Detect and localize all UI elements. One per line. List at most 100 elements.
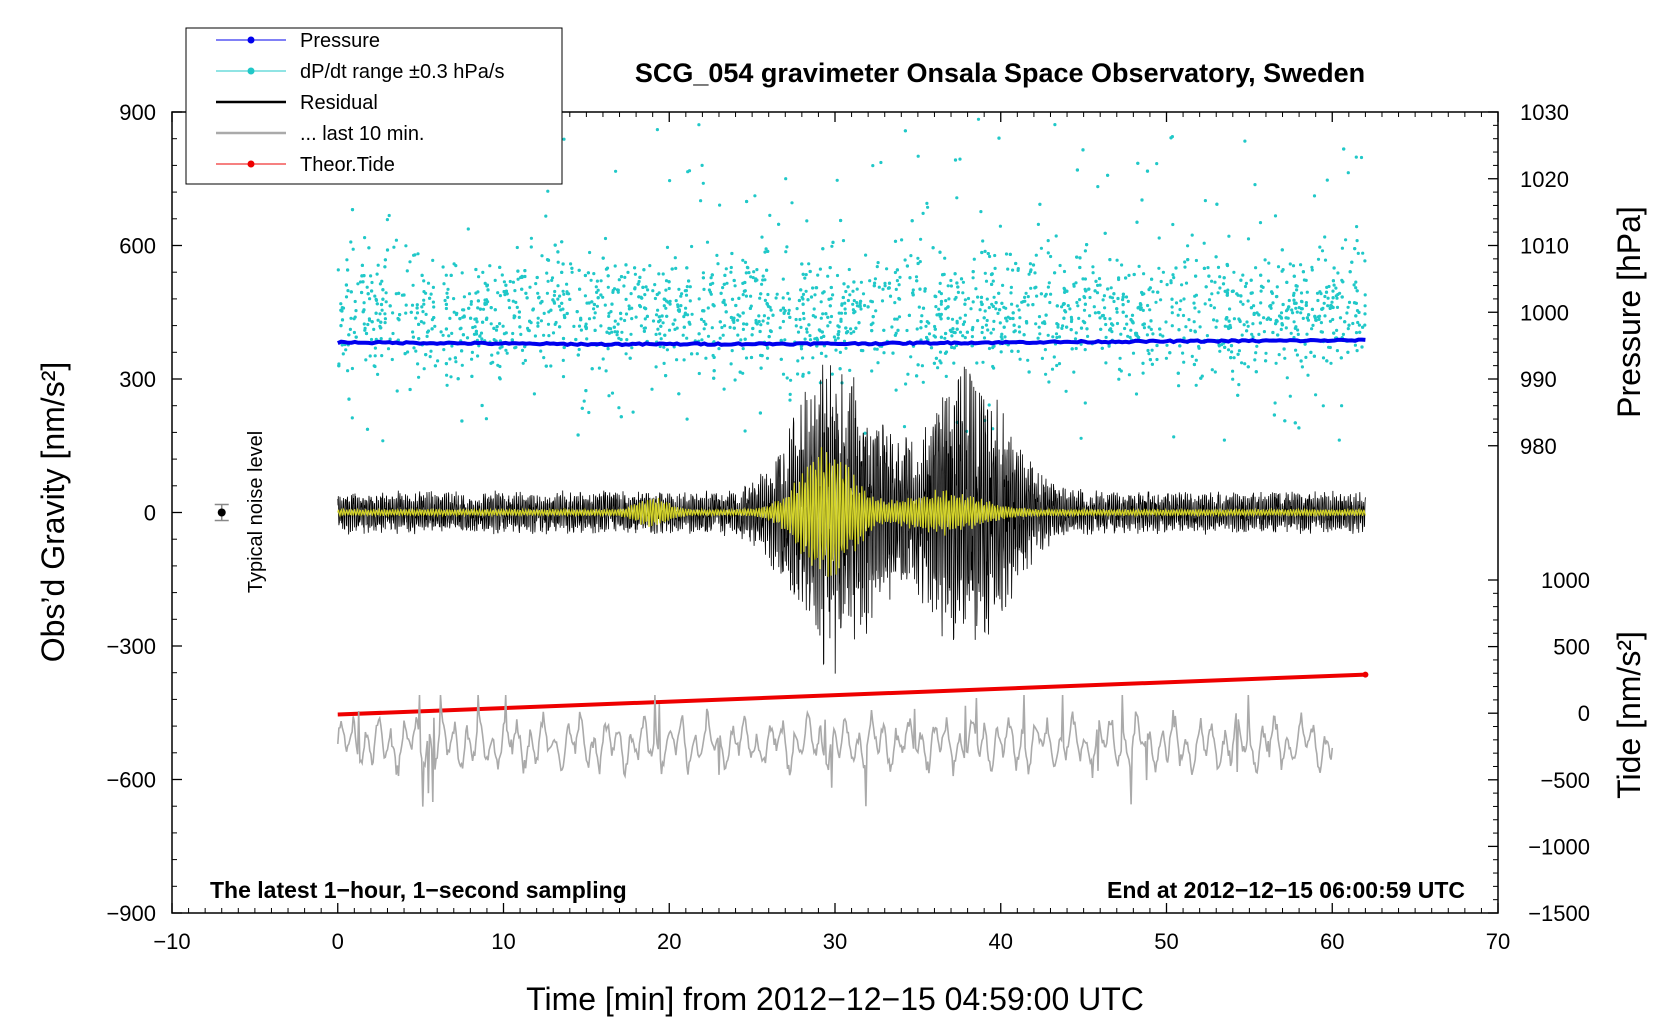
dpdt-point: [508, 279, 512, 284]
dpdt-point: [1328, 345, 1332, 350]
dpdt-point: [743, 429, 747, 433]
dpdt-point: [765, 302, 769, 306]
dpdt-point: [611, 290, 615, 294]
dpdt-point: [875, 347, 879, 351]
dpdt-point: [402, 293, 406, 297]
dpdt-point: [961, 291, 965, 295]
x-tick-label: 50: [1154, 929, 1178, 954]
dpdt-point: [958, 157, 962, 161]
dpdt-point: [852, 280, 856, 284]
dpdt-point: [556, 260, 560, 264]
dpdt-point: [562, 292, 566, 296]
dpdt-point: [950, 317, 955, 321]
dpdt-point: [542, 356, 546, 360]
dpdt-point: [916, 256, 920, 260]
dpdt-point: [428, 355, 432, 359]
dpdt-point: [796, 330, 801, 334]
dpdt-point: [761, 278, 765, 282]
dpdt-point: [723, 303, 728, 307]
dpdt-point: [1203, 302, 1207, 306]
dpdt-point: [1043, 294, 1047, 298]
dpdt-point: [702, 309, 706, 313]
dpdt-point: [481, 320, 485, 324]
dpdt-point: [583, 294, 588, 298]
dpdt-point: [453, 356, 457, 360]
dpdt-point: [944, 331, 948, 336]
dpdt-point: [422, 367, 426, 371]
tide-tick-label: −500: [1540, 768, 1590, 793]
dpdt-point: [576, 433, 580, 437]
dpdt-point: [1103, 306, 1107, 310]
dpdt-point: [1149, 327, 1153, 331]
dpdt-point: [1316, 257, 1321, 261]
dpdt-point: [1150, 348, 1154, 352]
dpdt-point: [1339, 356, 1343, 360]
dpdt-point: [1356, 251, 1360, 255]
dpdt-point: [830, 244, 834, 248]
dpdt-point: [929, 346, 934, 350]
dpdt-point: [939, 317, 943, 321]
dpdt-point: [461, 333, 465, 337]
legend-tide-label: Theor.Tide: [300, 154, 395, 176]
dpdt-point: [822, 290, 826, 294]
dpdt-point: [1124, 314, 1128, 318]
dpdt-point: [665, 348, 670, 352]
dpdt-point: [757, 314, 761, 318]
dpdt-point: [353, 299, 357, 304]
dpdt-point: [397, 318, 401, 322]
dpdt-point: [1151, 332, 1155, 336]
dpdt-point: [747, 271, 751, 275]
dpdt-point: [1026, 303, 1030, 307]
dpdt-point: [1222, 438, 1226, 442]
dpdt-point: [1097, 277, 1102, 281]
dpdt-point: [741, 371, 745, 375]
dpdt-point: [373, 346, 377, 350]
dpdt-point: [1171, 222, 1175, 227]
dpdt-point: [834, 348, 838, 352]
dpdt-point: [1243, 284, 1248, 289]
dpdt-point: [1197, 344, 1201, 349]
dpdt-point: [816, 273, 820, 277]
dpdt-point: [1320, 330, 1324, 334]
dpdt-point: [1284, 326, 1288, 330]
dpdt-point: [1352, 301, 1357, 305]
dpdt-point: [421, 310, 425, 314]
dpdt-point: [1124, 295, 1129, 299]
dpdt-point: [828, 266, 832, 270]
dpdt-point: [893, 239, 898, 243]
dpdt-point: [697, 332, 701, 336]
axis-ticks: −10 0 10 20 30 40 50 60 709006003000−300−600−900…: [106, 100, 1590, 954]
dpdt-point: [944, 299, 948, 303]
dpdt-point: [986, 252, 990, 256]
dpdt-point: [832, 335, 837, 339]
dpdt-point: [592, 272, 596, 276]
dpdt-point: [1170, 305, 1174, 309]
dpdt-point: [1158, 327, 1162, 331]
dpdt-point: [880, 299, 885, 303]
dpdt-point: [1103, 231, 1107, 235]
dpdt-point: [391, 311, 395, 315]
dpdt-point: [1083, 302, 1087, 306]
dpdt-point: [477, 275, 481, 279]
dpdt-point: [1340, 404, 1344, 408]
dpdt-point: [673, 318, 677, 322]
dpdt-point: [356, 282, 360, 286]
dpdt-point: [1281, 302, 1285, 307]
dpdt-point: [903, 258, 907, 262]
dpdt-point: [778, 326, 782, 330]
dpdt-point: [855, 301, 859, 305]
dpdt-point: [898, 275, 902, 279]
dpdt-point: [520, 348, 525, 352]
dpdt-point: [1292, 298, 1296, 302]
dpdt-point: [557, 304, 562, 308]
dpdt-point: [360, 274, 364, 278]
dpdt-point: [1078, 265, 1082, 270]
dpdt-point: [613, 264, 617, 268]
dpdt-point: [1216, 265, 1221, 269]
dpdt-point: [1008, 316, 1012, 321]
dpdt-point: [344, 348, 348, 352]
dpdt-point: [1258, 321, 1262, 325]
dpdt-point: [1174, 301, 1179, 305]
dpdt-point: [702, 287, 706, 291]
dpdt-point: [1331, 279, 1335, 283]
